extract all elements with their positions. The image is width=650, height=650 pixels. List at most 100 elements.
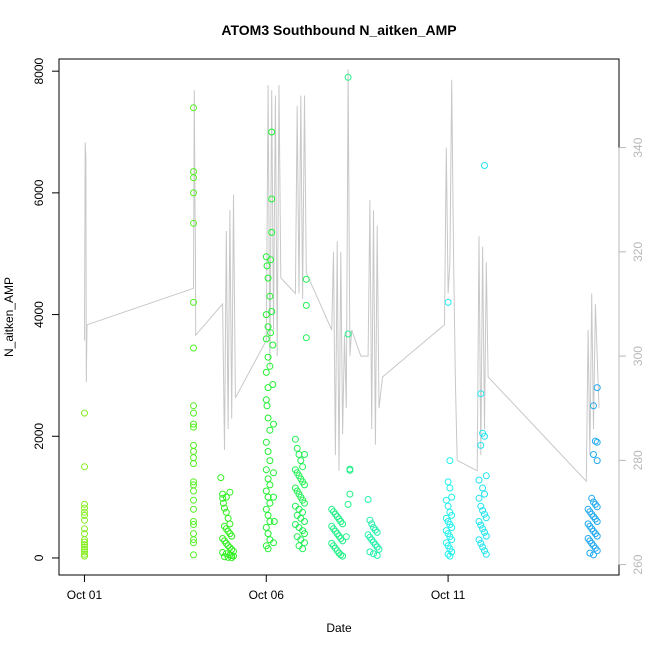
data-point [190, 518, 197, 525]
data-point [81, 536, 88, 544]
data-point [230, 547, 237, 555]
data-point [482, 532, 490, 540]
data-point [224, 553, 232, 561]
data-point [446, 552, 454, 560]
data-point [270, 539, 277, 547]
chart-title: ATOM3 Southbound N_aitken_AMP [221, 22, 456, 38]
data-point [270, 518, 278, 525]
data-point [190, 460, 197, 468]
data-point [302, 301, 310, 309]
data-point [448, 536, 456, 544]
secondary-series-line [84, 69, 600, 483]
data-point [81, 508, 88, 516]
data-point [344, 73, 352, 81]
data-point [190, 409, 197, 417]
data-point [482, 550, 490, 558]
data-point [190, 420, 197, 428]
data-point [264, 414, 272, 422]
data-point [593, 547, 601, 555]
x-tick-label: Oct 01 [67, 588, 103, 602]
data-point [81, 552, 88, 560]
data-point [190, 521, 197, 528]
data-point [446, 457, 454, 465]
data-point [342, 533, 350, 541]
data-point [262, 524, 270, 531]
data-point [264, 384, 272, 392]
data-point [299, 463, 307, 471]
y-tick-label: 8000 [32, 57, 46, 84]
data-point [190, 344, 197, 352]
data-point [481, 547, 488, 555]
data-point [266, 362, 274, 370]
points-layer [81, 73, 601, 562]
data-point [481, 162, 488, 169]
y-tick-label: 6000 [32, 179, 46, 206]
data-point [81, 543, 88, 551]
data-point [475, 518, 483, 525]
data-point [221, 504, 228, 512]
data-point [219, 549, 227, 556]
data-point [81, 504, 88, 512]
data-point [221, 553, 228, 561]
data-point [262, 487, 270, 495]
data-point [297, 457, 305, 465]
data-point [593, 384, 601, 392]
data-point [190, 298, 197, 306]
data-point [588, 494, 596, 502]
data-point [81, 516, 88, 524]
data-point [266, 481, 274, 489]
data-point [262, 438, 270, 446]
data-point [219, 499, 227, 507]
y2-tick-label: 280 [631, 450, 645, 470]
data-point [339, 537, 347, 545]
data-point [344, 330, 352, 338]
data-point [264, 353, 272, 361]
data-point [81, 511, 88, 519]
data-point [481, 528, 488, 536]
data-point [337, 551, 345, 559]
data-point [366, 516, 374, 524]
data-point [444, 502, 452, 510]
data-point [81, 525, 88, 533]
data-point [190, 530, 197, 538]
data-point [190, 448, 197, 455]
data-point [481, 510, 488, 518]
data-point [190, 423, 197, 431]
data-point [477, 390, 485, 398]
y2-tick-label: 260 [631, 554, 645, 574]
data-point [262, 466, 270, 474]
data-point [301, 518, 308, 525]
data-point [269, 341, 277, 349]
data-point [217, 474, 225, 482]
data-point [270, 493, 277, 501]
data-point [299, 508, 307, 516]
data-point [262, 311, 270, 319]
data-point [264, 511, 272, 519]
data-point [264, 274, 272, 282]
data-point [373, 552, 381, 559]
data-point [346, 490, 354, 498]
data-point [590, 551, 597, 559]
data-point [444, 550, 452, 558]
data-point [301, 481, 308, 489]
y2-tick-label: 340 [631, 137, 645, 157]
data-point [228, 532, 236, 540]
data-point [222, 508, 230, 516]
data-point [293, 444, 301, 452]
data-point [299, 545, 307, 553]
data-point [266, 457, 274, 465]
y2-tick-label: 320 [631, 242, 645, 262]
data-point [190, 189, 197, 197]
data-point [190, 402, 197, 410]
data-point [190, 219, 197, 227]
data-point [263, 262, 271, 270]
data-point [268, 195, 276, 203]
data-point [190, 551, 197, 559]
data-point [370, 550, 377, 558]
data-point [269, 381, 277, 388]
data-point [448, 493, 456, 501]
data-point [267, 256, 275, 264]
data-point [270, 420, 277, 428]
data-point [444, 298, 452, 306]
